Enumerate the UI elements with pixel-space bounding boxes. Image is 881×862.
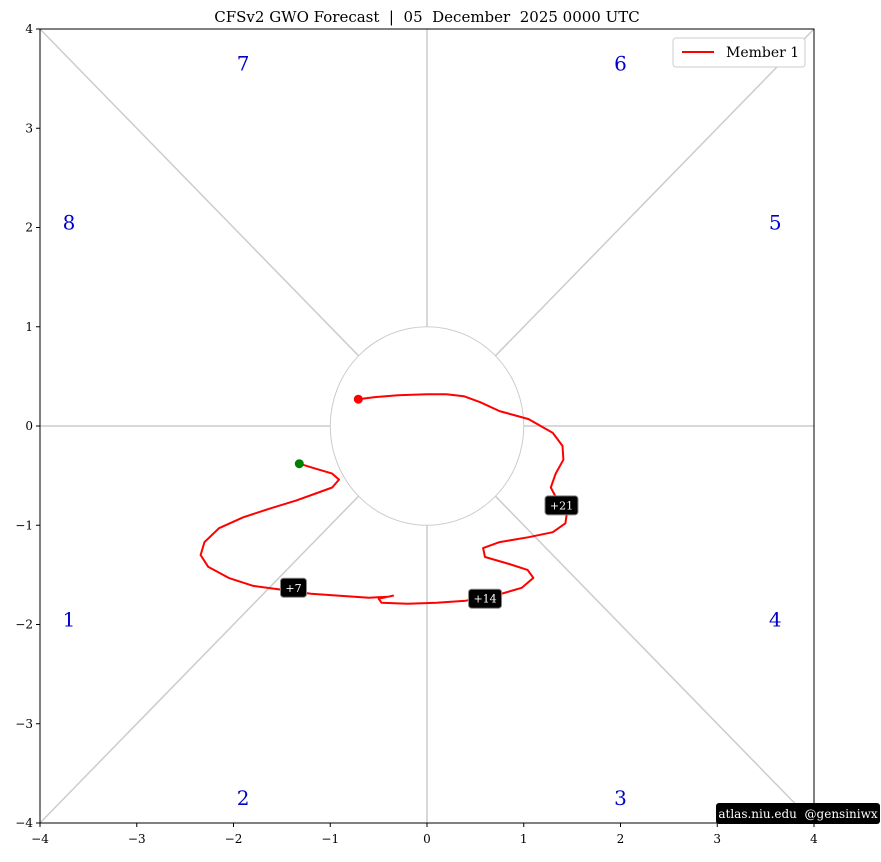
x-tick-label: 4 <box>810 832 818 846</box>
y-tick-label: 4 <box>25 22 33 36</box>
y-tick-label: −3 <box>15 717 33 731</box>
x-tick-label: −4 <box>31 832 49 846</box>
reference-line-6 <box>494 28 815 357</box>
legend: Member 1 <box>672 37 806 68</box>
phase-label-4: 4 <box>769 608 782 632</box>
phase-label-3: 3 <box>614 786 627 810</box>
y-tick-label: −4 <box>15 816 33 830</box>
phase-label-1: 1 <box>63 608 76 632</box>
y-tick-label: 0 <box>25 419 33 433</box>
axis-ticks: −4 −3 −2 −1 0 1 2 3 4 −4 −3 −2 −1 0 1 2 3 4 <box>15 22 818 846</box>
reference-lines <box>39 28 815 824</box>
credit-box <box>716 803 880 824</box>
phase-label-2: 2 <box>237 786 250 810</box>
lead-label-text: +21 <box>550 499 573 512</box>
reference-line-7 <box>39 28 360 357</box>
x-tick-label: 3 <box>713 832 721 846</box>
credit-badge: atlas.niu.edu @gensiniwx <box>716 803 880 824</box>
lead-label-box <box>468 588 503 609</box>
lead-label-text: +14 <box>473 593 496 606</box>
y-tick-label: 1 <box>25 320 33 334</box>
chart-title: CFSv2 GWO Forecast | 05 December 2025 00… <box>214 8 640 26</box>
y-tick-label: −1 <box>15 518 33 532</box>
phase-label-7: 7 <box>237 52 250 76</box>
legend-label-member-1: Member 1 <box>726 45 799 61</box>
x-tick-label: −1 <box>321 832 339 846</box>
phase-labels: 1 2 3 4 5 6 7 8 <box>63 52 782 810</box>
reference-circle <box>329 326 525 526</box>
y-tick-label: 2 <box>25 221 33 235</box>
phase-label-8: 8 <box>63 211 76 235</box>
lead-label-box <box>279 577 307 598</box>
phase-label-6: 6 <box>614 52 627 76</box>
start-point-marker <box>294 459 304 469</box>
reference-line-8 <box>494 495 815 824</box>
x-tick-label: 0 <box>423 832 431 846</box>
x-tick-label: −2 <box>225 832 243 846</box>
lead-time-labels: +7 +14 +21 <box>279 495 579 609</box>
end-point-marker <box>353 394 363 404</box>
x-tick-label: −3 <box>128 832 146 846</box>
legend-box <box>672 37 806 68</box>
phase-label-5: 5 <box>769 211 782 235</box>
y-tick-label: −2 <box>15 618 33 632</box>
x-tick-label: 1 <box>520 832 528 846</box>
credit-text: atlas.niu.edu @gensiniwx <box>718 807 878 821</box>
y-tick-label: 3 <box>25 121 33 135</box>
reference-line-5 <box>39 495 360 824</box>
lead-label-box <box>544 495 579 516</box>
lead-label-text: +7 <box>285 582 301 595</box>
x-tick-label: 2 <box>617 832 625 846</box>
